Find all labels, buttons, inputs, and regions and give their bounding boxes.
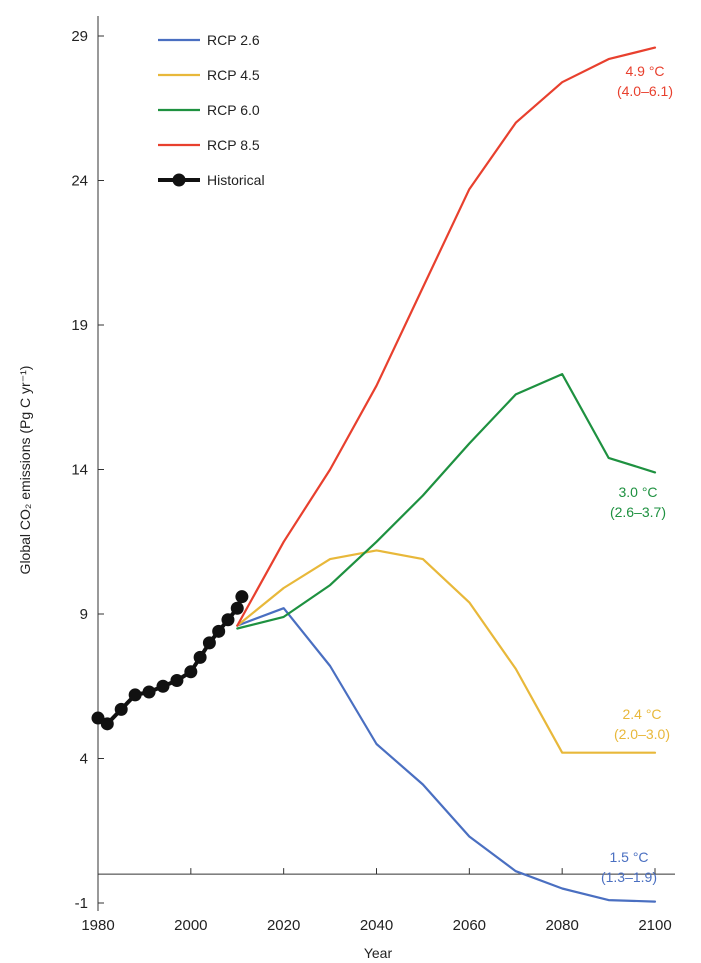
annotation-rcp-6-0-range: (2.6–3.7): [610, 504, 666, 520]
x-tick-label: 2020: [267, 917, 300, 934]
historical-point: [114, 702, 128, 716]
x-axis-title: Year: [364, 945, 393, 961]
y-tick-label: 24: [71, 173, 88, 190]
y-tick-label: -1: [75, 895, 88, 912]
legend-label-rcp-6-0: RCP 6.0: [207, 102, 260, 118]
historical-point: [193, 650, 207, 664]
annotation-rcp-8-5-range: (4.0–6.1): [617, 83, 673, 99]
x-tick-label: 1980: [81, 917, 114, 934]
historical-point: [184, 665, 198, 679]
historical-point: [170, 673, 184, 687]
axes: -1 4 9 14 19 24 29 1980 2000 2020 2040 2060 2080 2100…: [17, 16, 675, 961]
annotation-rcp-4-5-temp: 2.4 °C: [622, 706, 661, 722]
x-tick-label: 2000: [174, 917, 207, 934]
legend-label-rcp-4-5: RCP 4.5: [207, 67, 260, 83]
series-line-rcp-8-5: [236, 46, 657, 627]
annotation-rcp-6-0-temp: 3.0 °C: [618, 484, 657, 500]
y-tick-label: 9: [80, 606, 88, 623]
legend: RCP 2.6 RCP 4.5 RCP 6.0 RCP 8.5 Historical: [158, 32, 265, 188]
historical-point: [156, 679, 170, 693]
series-layer: [91, 46, 657, 903]
historical-point: [142, 685, 156, 699]
annotation-rcp-2-6-range: (1.3–1.9): [601, 869, 657, 885]
x-tick-label: 2100: [638, 917, 671, 934]
annotation-rcp-8-5-temp: 4.9 °C: [625, 63, 664, 79]
legend-label-rcp-8-5: RCP 8.5: [207, 137, 260, 153]
historical-point: [212, 624, 226, 638]
historical-point: [91, 711, 105, 725]
annotation-rcp-4-5-range: (2.0–3.0): [614, 726, 670, 742]
x-tick-label: 2080: [545, 917, 578, 934]
legend-swatch-historical-point: [172, 173, 186, 187]
y-tick-label: 14: [71, 462, 88, 479]
series-line-rcp-2-6: [236, 607, 657, 903]
y-axis-title: Global CO₂ emissions (Pg C yr⁻¹): [17, 366, 33, 575]
historical-point: [230, 601, 244, 615]
legend-label-rcp-2-6: RCP 2.6: [207, 32, 260, 48]
y-tick-label: 29: [71, 28, 88, 45]
annotation-rcp-2-6-temp: 1.5 °C: [609, 849, 648, 865]
annotations: 1.5 °C (1.3–1.9) 2.4 °C (2.0–3.0) 3.0 °C (2.6…: [601, 63, 673, 885]
historical-point: [100, 717, 114, 731]
legend-label-historical: Historical: [207, 172, 265, 188]
x-tick-label: 2060: [453, 917, 486, 934]
series-line-rcp-6-0: [236, 373, 657, 630]
historical-point: [235, 590, 249, 604]
series-line-rcp-4-5: [236, 549, 657, 754]
y-tick-label: 4: [80, 751, 88, 768]
historical-point: [128, 688, 142, 702]
y-tick-label: 19: [71, 317, 88, 334]
historical-point: [202, 636, 216, 650]
historical-point: [221, 613, 235, 627]
x-tick-label: 2040: [360, 917, 393, 934]
